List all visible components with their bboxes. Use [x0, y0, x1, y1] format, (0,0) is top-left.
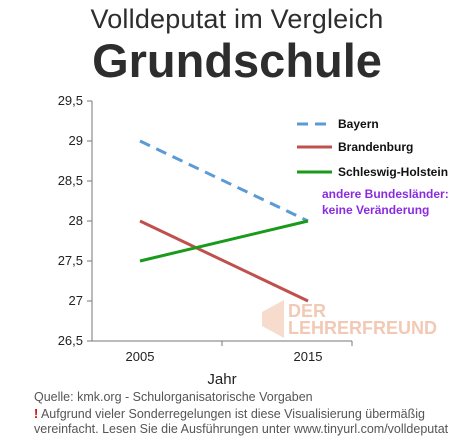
annotation: andere Bundesländer: keine Veränderung	[322, 187, 449, 217]
y-tick-label: 27	[69, 293, 83, 308]
legend: Bayern Brandenburg Schleswig-Holstein	[297, 117, 448, 179]
chart-subtitle: Grundschule	[92, 34, 382, 87]
source-note: Quelle: kmk.org - Schulorganisatorische …	[34, 390, 313, 404]
annotation-line: keine Veränderung	[322, 203, 429, 217]
x-axis-label: Jahr	[207, 371, 236, 388]
disclaimer-note: ! Aufgrund vieler Sonderregelungen ist d…	[34, 407, 464, 437]
x-tick-label: 2005	[126, 349, 155, 364]
legend-label: Bayern	[338, 117, 379, 131]
y-tick-label: 28	[69, 213, 83, 228]
watermark-text-1: DER	[288, 301, 326, 321]
series-line-1	[139, 219, 309, 303]
chart-title: Volldeputat im Vergleich	[90, 4, 384, 34]
y-tick-label: 29	[69, 133, 83, 148]
series-line-2	[139, 219, 309, 263]
watermark-text-2: LEHRERFREUND	[288, 318, 437, 338]
y-tick-label: 26,5	[58, 333, 83, 348]
x-tick-label: 2015	[294, 349, 323, 364]
watermark-logo: DER LEHRERFREUND	[262, 300, 437, 338]
legend-label: Brandenburg	[338, 140, 413, 154]
axes: 26,5 27 27,5 28 28,5 29 29,5 2005 2015	[58, 93, 353, 364]
y-tick-label: 27,5	[58, 253, 83, 268]
series-line-0	[139, 139, 309, 223]
y-tick-label: 28,5	[58, 173, 83, 188]
watermark-logo-icon	[262, 300, 284, 338]
series-layer	[139, 139, 309, 303]
legend-label: Schleswig-Holstein	[338, 165, 448, 179]
annotation-line: andere Bundesländer:	[322, 187, 449, 201]
exclamation-mark: !	[34, 407, 39, 421]
y-tick-label: 29,5	[58, 93, 83, 108]
disclaimer-text: Aufgrund vieler Sonderregelungen ist die…	[34, 407, 449, 436]
